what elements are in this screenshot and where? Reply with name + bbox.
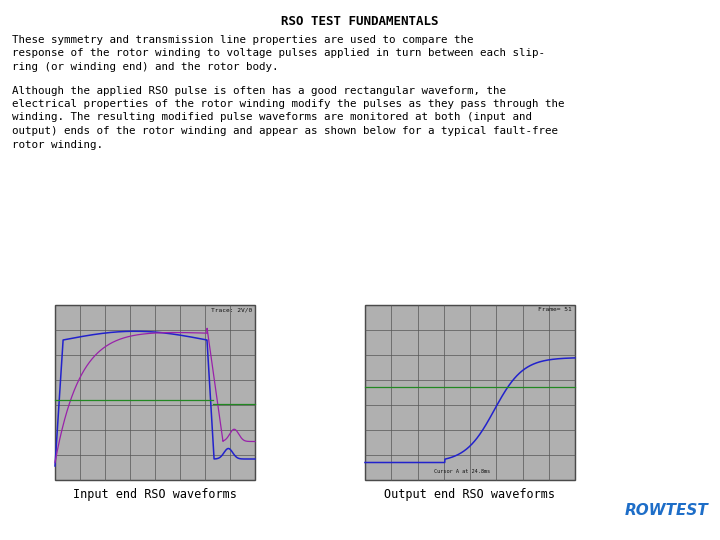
Text: ROWTEST: ROWTEST <box>624 503 708 518</box>
Text: electrical properties of the rotor winding modify the pulses as they pass throug: electrical properties of the rotor windi… <box>12 99 564 109</box>
Text: winding. The resulting modified pulse waveforms are monitored at both (input and: winding. The resulting modified pulse wa… <box>12 112 532 123</box>
Text: RSO TEST FUNDAMENTALS: RSO TEST FUNDAMENTALS <box>282 15 438 28</box>
Text: output) ends of the rotor winding and appear as shown below for a typical fault-: output) ends of the rotor winding and ap… <box>12 126 558 136</box>
Text: Frame= 51: Frame= 51 <box>539 307 572 312</box>
Text: ring (or winding end) and the rotor body.: ring (or winding end) and the rotor body… <box>12 62 279 72</box>
Text: Output end RSO waveforms: Output end RSO waveforms <box>384 488 556 501</box>
Text: response of the rotor winding to voltage pulses applied in turn between each sli: response of the rotor winding to voltage… <box>12 49 545 58</box>
Text: Cursor A at 24.8ms: Cursor A at 24.8ms <box>434 469 490 474</box>
Text: Input end RSO waveforms: Input end RSO waveforms <box>73 488 237 501</box>
Text: Trace: 2V/0: Trace: 2V/0 <box>211 307 252 312</box>
Text: Although the applied RSO pulse is often has a good rectangular waveform, the: Although the applied RSO pulse is often … <box>12 85 506 96</box>
Bar <box>55 305 255 480</box>
Text: rotor winding.: rotor winding. <box>12 139 103 150</box>
Text: These symmetry and transmission line properties are used to compare the: These symmetry and transmission line pro… <box>12 35 474 45</box>
Bar <box>365 305 575 480</box>
